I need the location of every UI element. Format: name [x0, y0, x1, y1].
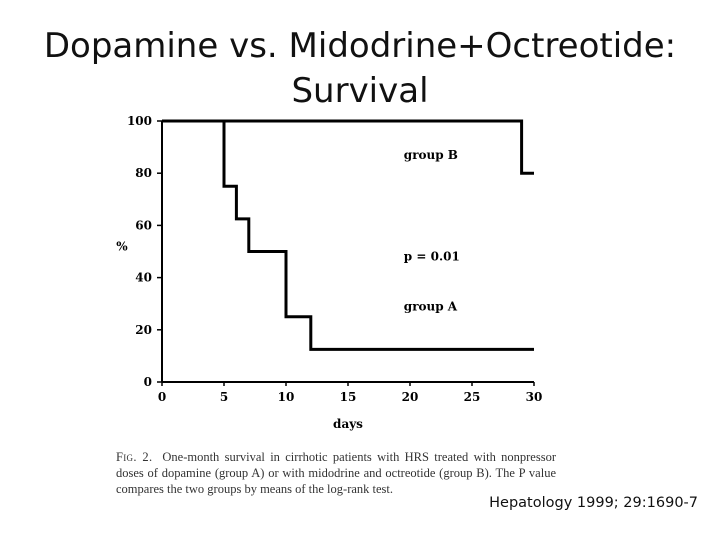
chart-labels: % days group B p = 0.01 group A — [116, 148, 460, 431]
series-line-group-a — [162, 119, 534, 351]
y-tick-label: 60 — [135, 218, 152, 232]
chart-annotation: group B — [404, 148, 458, 162]
x-tick-label: 5 — [220, 390, 228, 404]
y-tick-label: 40 — [135, 271, 152, 285]
x-tick-label: 0 — [158, 390, 166, 404]
x-tick-label: 10 — [278, 390, 295, 404]
y-axis-label: % — [116, 239, 128, 253]
y-tick-label: 20 — [135, 323, 152, 337]
chart-series — [162, 119, 534, 351]
title-line-1: Dopamine vs. Midodrine+Octreotide: — [43, 26, 677, 66]
series-line-group-b — [162, 119, 534, 175]
y-tick-label: 100 — [127, 114, 152, 128]
x-tick-label: 30 — [526, 390, 543, 404]
title-line-2: Survival — [291, 71, 429, 111]
chart-ticks: 0 20 40 60 80 100 0 5 10 15 20 25 30 — [127, 114, 542, 404]
slide-title: Dopamine vs. Midodrine+Octreotide: Survi… — [20, 24, 700, 114]
chart-annotation: p = 0.01 — [404, 250, 460, 264]
caption-heading: Fig. 2. — [116, 450, 153, 464]
chart-annotation: group A — [404, 299, 458, 313]
citation: Hepatology 1999; 29:1690-7 — [489, 495, 698, 511]
chart-axes — [161, 121, 534, 383]
y-tick-label: 0 — [144, 375, 152, 389]
x-tick-label: 20 — [402, 390, 419, 404]
figure-caption: Fig. 2. One-month survival in cirrhotic p… — [116, 449, 556, 497]
y-tick-label: 80 — [135, 166, 152, 180]
x-tick-label: 15 — [340, 390, 357, 404]
x-axis-label: days — [333, 417, 363, 431]
x-tick-label: 25 — [464, 390, 481, 404]
caption-text: One-month survival in cirrhotic patients… — [116, 450, 556, 496]
